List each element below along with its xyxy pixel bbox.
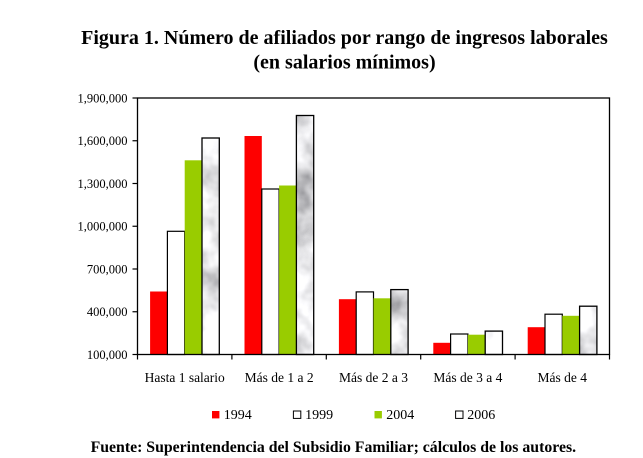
svg-text:700,000: 700,000 [87, 262, 128, 276]
svg-text:(en salarios mínimos): (en salarios mínimos) [253, 52, 435, 74]
svg-text:1,900,000: 1,900,000 [78, 91, 128, 105]
svg-text:Fuente: Superintendencia del S: Fuente: Superintendencia del Subsidio Fa… [91, 439, 577, 456]
svg-text:1,300,000: 1,300,000 [78, 177, 128, 191]
svg-text:Más de 4: Más de 4 [538, 370, 588, 385]
svg-text:Más de 3 a 4: Más de 3 a 4 [433, 370, 502, 385]
svg-text:2006: 2006 [467, 408, 495, 423]
svg-text:1,000,000: 1,000,000 [78, 220, 128, 234]
svg-text:400,000: 400,000 [87, 305, 128, 319]
svg-text:1,600,000: 1,600,000 [78, 134, 128, 148]
svg-text:100,000: 100,000 [87, 348, 128, 362]
svg-text:Más de 1 a 2: Más de 1 a 2 [245, 370, 314, 385]
svg-text:1999: 1999 [305, 408, 333, 423]
svg-text:Más de 2 a 3: Más de 2 a 3 [339, 370, 408, 385]
svg-text:Figura 1. Número de afiliados: Figura 1. Número de afiliados por rango … [81, 27, 608, 49]
svg-text:2004: 2004 [386, 408, 414, 423]
svg-text:1994: 1994 [224, 408, 252, 423]
svg-text:Hasta 1 salario: Hasta 1 salario [145, 370, 225, 385]
